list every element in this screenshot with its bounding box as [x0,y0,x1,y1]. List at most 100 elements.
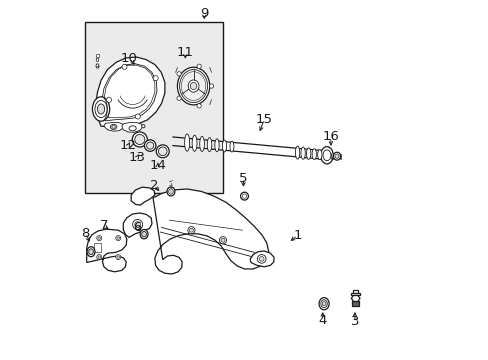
Ellipse shape [209,84,213,88]
Ellipse shape [168,189,173,194]
Text: 12: 12 [119,139,136,152]
Ellipse shape [197,104,201,108]
Ellipse shape [96,58,99,62]
Ellipse shape [214,139,219,152]
Polygon shape [96,54,99,57]
Ellipse shape [334,154,338,158]
Ellipse shape [189,228,193,232]
Text: 9: 9 [200,8,208,21]
Ellipse shape [219,237,226,244]
Ellipse shape [177,96,181,100]
Ellipse shape [144,140,156,151]
Text: 2: 2 [150,179,158,192]
Ellipse shape [110,125,117,130]
Ellipse shape [240,192,248,200]
Ellipse shape [132,220,142,229]
Polygon shape [153,189,268,274]
Text: 14: 14 [149,159,166,172]
Ellipse shape [229,141,233,152]
Polygon shape [352,291,357,293]
Ellipse shape [306,148,310,159]
Ellipse shape [319,298,328,310]
Bar [85,22,223,193]
Ellipse shape [87,247,95,257]
Ellipse shape [146,142,153,149]
Ellipse shape [179,69,207,103]
Ellipse shape [98,256,101,258]
Text: 10: 10 [121,51,137,64]
Ellipse shape [320,300,326,308]
Ellipse shape [117,256,119,258]
Polygon shape [131,187,155,205]
Ellipse shape [323,150,330,161]
Ellipse shape [112,126,115,129]
Ellipse shape [259,257,264,261]
Text: 3: 3 [350,315,359,328]
Ellipse shape [317,150,321,159]
Ellipse shape [295,146,299,159]
Ellipse shape [142,231,146,237]
Text: 4: 4 [318,314,326,327]
Ellipse shape [98,237,101,239]
Ellipse shape [197,64,201,68]
Ellipse shape [129,126,136,131]
Ellipse shape [192,135,197,151]
Ellipse shape [207,138,211,152]
Text: 6: 6 [132,221,141,234]
Ellipse shape [156,145,169,158]
Ellipse shape [96,64,99,68]
Ellipse shape [322,302,325,306]
Ellipse shape [167,187,175,196]
Ellipse shape [117,237,119,239]
Polygon shape [86,229,126,272]
Text: 1: 1 [293,229,301,242]
Ellipse shape [301,147,305,159]
Ellipse shape [190,82,196,90]
Ellipse shape [188,80,199,92]
Text: 8: 8 [81,226,90,239]
Polygon shape [102,64,157,121]
Text: 5: 5 [239,172,247,185]
Polygon shape [123,213,152,237]
Ellipse shape [199,136,204,152]
Ellipse shape [135,114,140,119]
Polygon shape [351,301,359,306]
Ellipse shape [116,235,121,240]
Ellipse shape [135,222,140,227]
Ellipse shape [187,226,195,234]
Ellipse shape [92,97,109,121]
Ellipse shape [88,249,93,255]
Ellipse shape [222,140,226,152]
Ellipse shape [311,149,316,159]
Ellipse shape [97,255,102,260]
Polygon shape [96,57,164,127]
Text: 15: 15 [255,113,272,126]
Ellipse shape [242,194,246,198]
Ellipse shape [177,72,181,76]
Ellipse shape [140,229,148,239]
Ellipse shape [320,147,333,164]
Polygon shape [351,295,359,301]
Ellipse shape [177,67,209,105]
Polygon shape [351,293,359,296]
Ellipse shape [116,255,121,260]
Text: 7: 7 [100,219,108,233]
Ellipse shape [132,132,147,147]
Polygon shape [122,123,142,132]
Polygon shape [94,243,101,252]
Ellipse shape [95,100,107,118]
Ellipse shape [257,255,265,263]
Ellipse shape [333,152,340,160]
Text: 16: 16 [322,130,338,144]
Ellipse shape [153,76,158,81]
Ellipse shape [142,125,144,128]
Polygon shape [250,251,273,267]
Ellipse shape [158,147,167,156]
Ellipse shape [106,98,111,102]
Text: 11: 11 [177,46,193,59]
Polygon shape [104,123,123,131]
Ellipse shape [135,134,144,144]
Ellipse shape [184,134,189,151]
Ellipse shape [97,235,102,240]
Ellipse shape [221,238,224,242]
